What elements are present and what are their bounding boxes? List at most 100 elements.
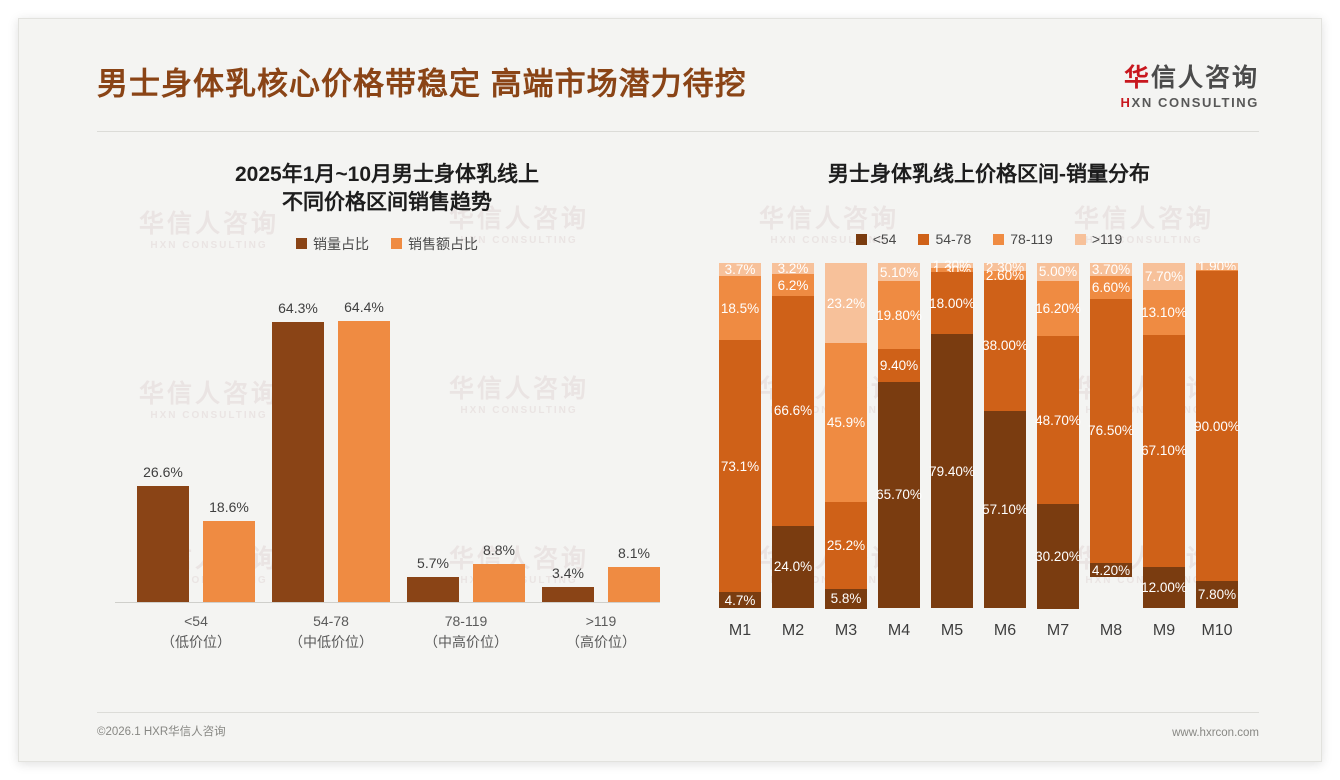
x-tick->119: >119 （高价位）	[526, 602, 676, 654]
bar-rect	[542, 586, 594, 602]
footer-website: www.hxrcon.com	[1172, 727, 1259, 739]
bar->119-销售额占比[interactable]: 8.1%	[608, 267, 660, 602]
stack-segment->119: 5.00%	[1037, 263, 1079, 281]
stack-segment->119: 7.70%	[1143, 263, 1185, 290]
stack-segment-<54: 57.10%	[982, 411, 1028, 609]
stack-value-label: 57.10%	[982, 502, 1028, 518]
legend-swatch-icon	[918, 233, 930, 245]
stack-segment-<54: 30.20%	[1035, 504, 1081, 609]
stacked-bar-M10[interactable]: 1.90% 90.00% 7.80% M10	[1194, 259, 1240, 639]
stack-value-label: 12.00%	[1141, 579, 1187, 595]
stack-segment-78-119: 2.60%	[984, 268, 1026, 284]
legend-label: >119	[1091, 231, 1123, 248]
logo-chinese: 华信人咨询	[1121, 65, 1259, 91]
logo-char-hua: 华	[1123, 64, 1151, 92]
legend-label: 销售额占比	[408, 235, 478, 252]
right-chart-legend: <54 54-78 78-119 >119	[679, 231, 1299, 247]
legend-right-item-2[interactable]: 78-119	[993, 231, 1053, 247]
stack-value-label: 4.20%	[1091, 562, 1131, 578]
bar-value-label: 8.8%	[483, 541, 515, 558]
stack-value-label: 30.20%	[1035, 549, 1081, 565]
stack-segment-<54: 79.40%	[929, 334, 975, 609]
right-chart-title-line1: 男士身体乳线上价格区间-销量分布	[828, 163, 1150, 186]
x-tick-M2: M2	[781, 622, 805, 640]
bar-group-54-78: 64.3% 64.4% 54-78 （中低价位）	[272, 267, 390, 650]
stack-segment-54-78: 9.40%	[878, 349, 920, 382]
grouped-bar-plot: 26.6% 18.6% <54 （低价位） 64.3% 64.4% 54-78 （中低价位） 5…	[115, 267, 660, 650]
legend-left-item-0[interactable]: 销量占比	[296, 234, 369, 254]
left-chart-title-line1: 2025年1月~10月男士身体乳线上	[234, 163, 540, 186]
stacked-bar-M1[interactable]: 3.7% 18.5% 73.1% 4.7% M1	[719, 262, 761, 639]
stack-value-label: 48.70%	[1035, 412, 1081, 428]
stacked-bar-M5[interactable]: 1.30% 1.30% 18.00% 79.40% M5	[929, 258, 975, 639]
x-tick-sublabel: （中低价位）	[289, 634, 373, 651]
bar-54-78-销量占比[interactable]: 64.3%	[272, 267, 324, 602]
logo-english: HXN CONSULTING	[1121, 95, 1259, 110]
bar->119-销量占比[interactable]: 3.4%	[542, 267, 594, 602]
stack-value-label: 3.70%	[1091, 262, 1131, 278]
stack-value-label: 76.50%	[1088, 423, 1134, 439]
stack-value-label: 7.80%	[1197, 587, 1237, 603]
legend-label: 54-78	[935, 231, 972, 248]
stack-value-label: 18.5%	[720, 300, 760, 316]
left-chart-title: 2025年1月~10月男士身体乳线上 不同价格区间销售趋势	[77, 161, 697, 218]
stack-value-label: 5.8%	[830, 591, 862, 607]
stack-segment->119: 3.2%	[772, 261, 814, 276]
stack-segment-<54: 7.80%	[1196, 581, 1238, 609]
brand-logo: 华信人咨询 HXN CONSULTING	[1121, 65, 1259, 110]
stack-segment-54-78: 18.00%	[929, 272, 975, 335]
stack-segment-54-78: 90.00%	[1194, 270, 1240, 582]
x-tick-sublabel: （中高价位）	[424, 634, 508, 651]
legend-left-item-1[interactable]: 销售额占比	[391, 234, 478, 254]
stacked-bar-plot: 3.7% 18.5% 73.1% 4.7% M1 3.2% 6.2% 66.6% 24.0% M2…	[709, 258, 1254, 640]
stacked-bar-M4[interactable]: 5.10% 19.80% 9.40% 65.70% M4	[876, 263, 922, 639]
stack-value-label: 5.00%	[1038, 264, 1078, 280]
stack-value-label: 2.60%	[985, 268, 1025, 284]
stacked-bar-M7[interactable]: 5.00% 16.20% 48.70% 30.20% M7	[1035, 263, 1081, 639]
footer-copyright: ©2026.1 HXR华信人咨询	[97, 726, 226, 738]
bar-group->119: 3.4% 8.1% >119 （高价位）	[542, 267, 660, 650]
bar-value-label: 18.6%	[209, 498, 249, 515]
legend-right-item-1[interactable]: 54-78	[918, 231, 971, 247]
x-tick-M9: M9	[1152, 622, 1176, 640]
stacked-bar-M6[interactable]: 2.30% 2.60% 38.00% 57.10% M6	[982, 260, 1028, 640]
x-tick-label: >119	[585, 612, 617, 629]
stack-segment-78-119: 45.9%	[825, 343, 867, 502]
stack-value-label: 66.6%	[773, 403, 813, 419]
x-tick-sublabel: （高价位）	[566, 634, 636, 651]
stack-segment-<54: 5.8%	[825, 588, 867, 609]
bar-<54-销售额占比[interactable]: 18.6%	[203, 267, 255, 602]
stack-segment-78-119: 19.80%	[876, 280, 922, 350]
stacked-bar-M9[interactable]: 7.70% 13.10% 67.10% 12.00% M9	[1141, 263, 1187, 639]
x-tick-M6: M6	[993, 622, 1017, 640]
bar-rect	[407, 576, 459, 602]
right-chart-title: 男士身体乳线上价格区间-销量分布	[679, 161, 1299, 189]
bar-78-119-销售额占比[interactable]: 8.8%	[473, 267, 525, 602]
stacked-bar-M8[interactable]: 3.70% 6.60% 76.50% 4.20% M8	[1088, 262, 1134, 639]
bar-rect	[137, 485, 189, 602]
bar-54-78-销售额占比[interactable]: 64.4%	[338, 267, 390, 602]
stack-value-label: 6.2%	[777, 277, 809, 293]
x-tick-sublabel: （低价位）	[161, 634, 231, 651]
bar-rect	[608, 566, 660, 602]
x-tick-M5: M5	[940, 622, 964, 640]
stacked-bar-M3[interactable]: 23.2% 45.9% 25.2% 5.8% M3	[825, 263, 867, 639]
bar-rect	[473, 563, 525, 602]
stack-value-label: 25.2%	[826, 537, 866, 553]
x-tick-M4: M4	[887, 622, 911, 640]
x-tick-label: 78-119	[444, 612, 488, 629]
stack-segment-78-119: 13.10%	[1141, 289, 1187, 336]
bar-<54-销量占比[interactable]: 26.6%	[137, 267, 189, 602]
legend-label: <54	[872, 231, 897, 248]
bar-78-119-销量占比[interactable]: 5.7%	[407, 267, 459, 602]
legend-right-item-0[interactable]: <54	[855, 231, 897, 248]
legend-right-item-3[interactable]: >119	[1074, 231, 1123, 248]
stacked-bar-M2[interactable]: 3.2% 6.2% 66.6% 24.0% M2	[772, 261, 814, 639]
stack-segment-<54: 4.7%	[719, 592, 761, 609]
stack-segment-54-78: 38.00%	[982, 280, 1028, 412]
stack-segment-<54: 4.20%	[1090, 562, 1132, 578]
slide: 华信人咨询 HXN CONSULTING 华信人咨询 HXN CONSULTIN…	[18, 18, 1322, 762]
legend-swatch-icon	[296, 238, 307, 250]
stack-value-label: 24.0%	[773, 559, 813, 575]
stack-value-label: 9.40%	[879, 357, 919, 373]
